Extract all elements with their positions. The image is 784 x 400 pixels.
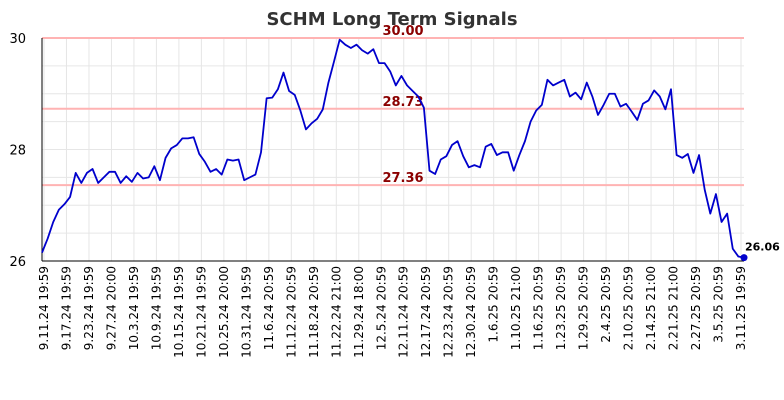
- x-tick-label: 11.29.24 18:00: [352, 266, 366, 358]
- x-tick-label: 10.9.24 19:59: [149, 266, 163, 350]
- x-tick-label: 10.25.24 20:00: [217, 266, 231, 358]
- series-group: [41, 38, 745, 259]
- x-tick-label: 12.17.24 20:59: [419, 266, 433, 358]
- x-tick-label: 12.23.24 20:59: [442, 266, 456, 358]
- x-tick-label: 3.11.25 19:59: [734, 266, 748, 350]
- y-gridlines: [42, 37, 744, 262]
- level-label: 27.36: [382, 171, 423, 186]
- series-line: [41, 38, 745, 259]
- signal-levels: 30.00 28.73 27.36: [42, 24, 744, 187]
- x-tick-label: 2.27.25 20:59: [689, 266, 703, 350]
- x-tick-label: 11.22.24 21:00: [329, 266, 343, 358]
- x-tick-label: 9.17.24 19:59: [59, 266, 73, 350]
- x-tick-label: 3.5.25 20:59: [712, 266, 726, 343]
- level-label: 28.73: [382, 95, 423, 110]
- x-tick-label: 11.12.24 20:59: [284, 266, 298, 358]
- x-tick-label: 10.31.24 19:59: [239, 266, 253, 358]
- y-tick-label: 26: [9, 255, 26, 270]
- last-value-marker: [740, 254, 748, 262]
- x-tick-labels: 9.11.24 19:59 9.17.24 19:59 9.23.24 19:59 9…: [37, 266, 748, 358]
- x-tick-label: 10.21.24 19:59: [194, 266, 208, 358]
- x-tick-label: 11.6.24 20:59: [262, 266, 276, 350]
- y-tick-label: 28: [9, 144, 26, 159]
- chart-title: SCHM Long Term Signals: [266, 9, 517, 30]
- axes: [41, 38, 744, 262]
- x-tick-label: 10.15.24 19:59: [172, 266, 186, 358]
- x-tick-label: 9.27.24 20:00: [104, 266, 118, 350]
- x-tick-label: 12.30.24 20:59: [464, 266, 478, 358]
- x-tick-label: 1.6.25 20:59: [487, 266, 501, 343]
- x-tick-label: 11.18.24 20:59: [307, 266, 321, 358]
- x-tick-label: 12.11.24 20:59: [397, 266, 411, 358]
- y-tick-labels: 26 28 30: [9, 32, 26, 270]
- x-tick-label: 9.11.24 19:59: [37, 266, 51, 350]
- x-tick-label: 1.23.25 20:59: [554, 266, 568, 350]
- last-value-group: 26.06: [740, 241, 780, 262]
- x-tick-label: 10.3.24 19:59: [127, 266, 141, 350]
- x-tick-label: 2.21.25 21:00: [667, 266, 681, 350]
- x-tick-label: 1.10.25 21:00: [509, 266, 523, 350]
- x-tick-label: 12.5.24 20:59: [374, 266, 388, 350]
- x-tick-label: 1.29.25 20:59: [577, 266, 591, 350]
- last-value-label: 26.06: [745, 241, 780, 254]
- x-tick-label: 2.10.25 20:59: [622, 266, 636, 350]
- level-label: 30.00: [382, 24, 423, 39]
- x-tick-label: 2.14.25 21:00: [644, 266, 658, 350]
- x-tick-label: 9.23.24 19:59: [82, 266, 96, 350]
- x-tick-label: 2.4.25 20:59: [599, 266, 613, 343]
- y-tick-label: 30: [9, 32, 26, 47]
- x-tick-label: 1.16.25 20:59: [532, 266, 546, 350]
